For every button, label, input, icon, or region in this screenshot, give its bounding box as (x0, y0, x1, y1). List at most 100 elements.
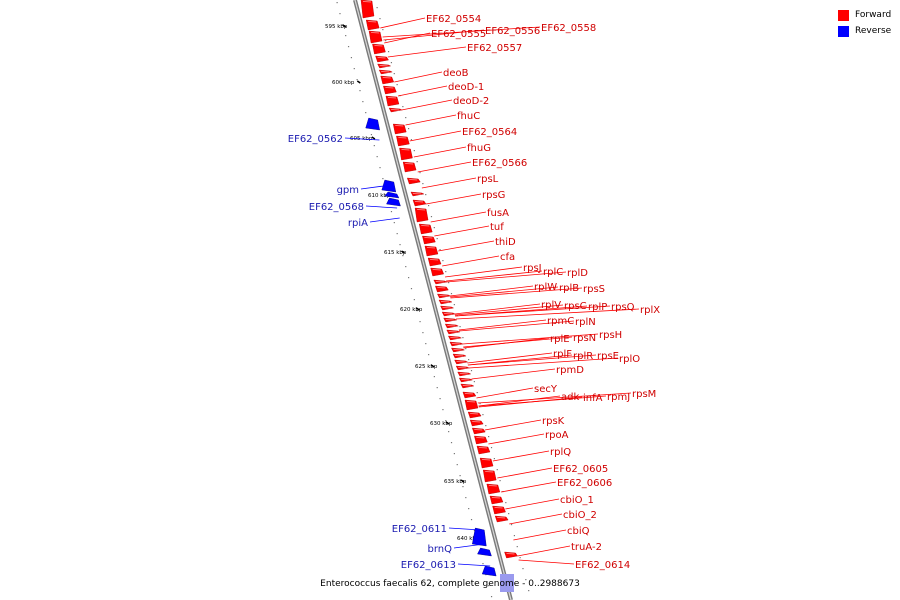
forward-gene-label[interactable]: rplN (575, 317, 596, 328)
reverse-gene-label[interactable]: rpiA (348, 218, 368, 229)
forward-gene-label[interactable]: rpmJ (607, 392, 630, 403)
forward-gene-block[interactable] (368, 30, 383, 44)
forward-gene-label[interactable]: truA-2 (571, 542, 602, 553)
forward-gene-block[interactable] (494, 515, 509, 523)
forward-gene-label[interactable]: deoD-1 (448, 82, 484, 93)
forward-gene-block[interactable] (469, 419, 484, 427)
forward-gene-block[interactable] (435, 285, 449, 293)
forward-gene-block[interactable] (427, 257, 442, 267)
forward-gene-block[interactable] (396, 135, 410, 147)
forward-gene-label[interactable]: rpsE (597, 351, 619, 362)
forward-gene-block[interactable] (424, 245, 439, 257)
reverse-gene-block[interactable] (477, 547, 492, 557)
reverse-gene-block-partial[interactable] (500, 574, 514, 592)
forward-gene-label[interactable]: EF62_0564 (462, 127, 517, 138)
forward-gene-label[interactable]: adk (561, 392, 579, 403)
forward-gene-block[interactable] (375, 55, 389, 63)
forward-gene-block[interactable] (492, 505, 506, 515)
forward-gene-label[interactable]: EF62_0556 (485, 26, 540, 37)
forward-gene-block[interactable] (467, 411, 482, 419)
forward-gene-block[interactable] (392, 123, 407, 135)
forward-gene-block[interactable] (464, 399, 479, 411)
forward-gene-label[interactable]: thiD (495, 237, 516, 248)
forward-gene-block[interactable] (462, 391, 477, 399)
forward-gene-label[interactable]: EF62_0558 (541, 23, 596, 34)
forward-gene-block[interactable] (471, 427, 486, 435)
forward-gene-label[interactable]: fhuC (457, 111, 480, 122)
forward-gene-label[interactable]: deoD-2 (453, 96, 489, 107)
forward-gene-label[interactable]: rpoA (545, 430, 569, 441)
forward-gene-label[interactable]: rplC (543, 267, 563, 278)
forward-gene-label[interactable]: rpsS (583, 284, 605, 295)
forward-gene-block[interactable] (479, 457, 494, 469)
forward-gene-block[interactable] (372, 43, 386, 55)
forward-gene-block[interactable] (476, 445, 491, 455)
forward-gene-label[interactable]: tuf (490, 222, 504, 233)
forward-gene-label[interactable]: infA (583, 393, 603, 404)
reverse-gene-block[interactable] (481, 565, 497, 577)
forward-gene-label[interactable]: rpmC (547, 316, 574, 327)
forward-gene-label[interactable]: rplV (541, 300, 561, 311)
forward-gene-label[interactable]: rplQ (550, 447, 571, 458)
forward-gene-block[interactable] (406, 177, 421, 185)
forward-gene-label[interactable]: fhuG (467, 143, 491, 154)
forward-gene-block[interactable] (402, 161, 417, 173)
forward-gene-label[interactable]: rpsJ (523, 263, 542, 274)
reverse-gene-block[interactable] (386, 197, 401, 207)
forward-gene-block[interactable] (380, 75, 395, 85)
forward-gene-block[interactable] (486, 483, 501, 495)
forward-gene-label[interactable]: rpsN (573, 333, 596, 344)
forward-gene-block[interactable] (489, 495, 504, 505)
forward-gene-label[interactable]: rplE (550, 334, 570, 345)
forward-gene-label[interactable]: rpmD (556, 365, 584, 376)
forward-gene-label[interactable]: rplF (553, 349, 572, 360)
reverse-gene-label[interactable]: EF62_0613 (401, 560, 456, 571)
forward-gene-label[interactable]: EF62_0566 (472, 158, 527, 169)
forward-gene-label[interactable]: EF62_0554 (426, 14, 481, 25)
forward-gene-block[interactable] (430, 267, 444, 277)
forward-gene-label[interactable]: EF62_0614 (575, 560, 630, 571)
reverse-gene-label[interactable]: gpm (337, 185, 359, 196)
forward-gene-label[interactable]: rplX (640, 305, 660, 316)
forward-gene-label[interactable]: rplP (588, 302, 607, 313)
reverse-gene-block[interactable] (384, 191, 400, 199)
forward-gene-label[interactable]: rplO (619, 354, 640, 365)
reverse-gene-label[interactable]: EF62_0611 (392, 524, 447, 535)
forward-gene-label[interactable]: rplR (573, 351, 593, 362)
forward-gene-label[interactable]: EF62_0606 (557, 478, 612, 489)
forward-gene-label[interactable]: EF62_0557 (467, 43, 522, 54)
forward-gene-block[interactable] (383, 85, 397, 95)
forward-gene-block[interactable] (474, 435, 488, 445)
forward-gene-label[interactable]: fusA (487, 208, 509, 219)
forward-gene-label[interactable]: cbiO_2 (563, 510, 597, 521)
forward-gene-block[interactable] (412, 199, 427, 207)
forward-gene-block[interactable] (385, 95, 400, 107)
forward-gene-label[interactable]: secY (534, 384, 558, 395)
forward-gene-block[interactable] (482, 469, 497, 483)
forward-gene-label[interactable]: rpsM (632, 389, 656, 400)
forward-gene-label[interactable]: rpsG (482, 190, 505, 201)
forward-gene-label[interactable]: EF62_0605 (553, 464, 608, 475)
forward-gene-label[interactable]: rpsK (542, 416, 565, 427)
forward-gene-block[interactable] (422, 235, 436, 245)
forward-gene-label[interactable]: deoB (443, 68, 469, 79)
reverse-gene-label[interactable]: EF62_0568 (309, 202, 364, 213)
reverse-gene-block[interactable] (365, 117, 380, 131)
reverse-gene-block[interactable] (472, 527, 487, 547)
forward-gene-label[interactable]: rpsL (477, 174, 499, 185)
forward-gene-label[interactable]: rpsH (599, 330, 622, 341)
forward-gene-block[interactable] (418, 223, 433, 235)
reverse-gene-label[interactable]: brnQ (428, 544, 453, 555)
forward-gene-block[interactable] (504, 551, 518, 559)
forward-gene-label[interactable]: cfa (500, 252, 515, 263)
forward-gene-block[interactable] (360, 0, 375, 19)
forward-gene-label[interactable]: rplB (559, 283, 579, 294)
forward-gene-label[interactable]: EF62_0555 (431, 29, 486, 40)
forward-gene-block[interactable] (365, 19, 380, 31)
reverse-gene-block[interactable] (381, 179, 397, 193)
forward-gene-label[interactable]: rplW (534, 282, 557, 293)
forward-gene-label[interactable]: cbiO_1 (560, 495, 594, 506)
forward-gene-label[interactable]: rpsC (564, 301, 587, 312)
forward-gene-block[interactable] (399, 147, 413, 161)
forward-gene-block[interactable] (414, 207, 429, 223)
